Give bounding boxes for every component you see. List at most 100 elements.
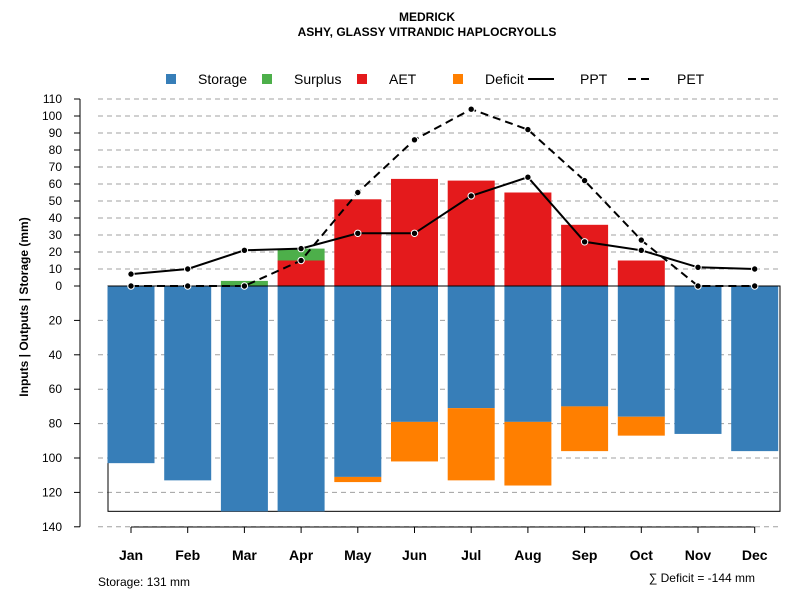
pet-line-point bbox=[240, 282, 249, 290]
pet-line-point bbox=[467, 105, 475, 113]
surplus-bar bbox=[277, 248, 325, 261]
chart-subtitle: ASHY, GLASSY VITRANDIC HAPLOCRYOLLS bbox=[298, 25, 557, 39]
y-tick-label: 50 bbox=[49, 194, 63, 208]
storage-bar bbox=[617, 286, 665, 417]
x-tick-label: Apr bbox=[289, 547, 314, 563]
storage-bar bbox=[164, 286, 212, 481]
y-tick-label: 90 bbox=[49, 126, 63, 140]
pet-line-point bbox=[127, 282, 135, 290]
legend-label: Deficit bbox=[485, 71, 524, 87]
chart-title: MEDRICK bbox=[399, 10, 455, 24]
y-tick-label: 120 bbox=[42, 485, 62, 499]
legend: Storage Surplus AET Deficit PPT PET bbox=[166, 71, 705, 87]
legend-swatch bbox=[453, 74, 463, 84]
y-tick-label: 80 bbox=[49, 143, 63, 157]
ppt-line-point bbox=[184, 265, 192, 273]
legend-swatch bbox=[357, 74, 367, 84]
aet-bar bbox=[504, 192, 552, 286]
ppt-line-point bbox=[524, 173, 532, 181]
y-axis-label: Inputs | Outputs | Storage (mm) bbox=[17, 217, 31, 396]
storage-bar bbox=[731, 286, 779, 452]
ppt-line bbox=[130, 176, 755, 276]
storage-bar bbox=[334, 286, 382, 477]
deficit-bar bbox=[504, 421, 552, 486]
y-tick-label: 60 bbox=[49, 177, 63, 191]
axes: 0 10 20 30 40 50 60 70 80 90 100 110 20 40 60 80 100 120 1… bbox=[42, 92, 768, 563]
pet-line-point bbox=[297, 256, 305, 265]
y-tick-label: 30 bbox=[49, 228, 63, 242]
y-tick-label: 140 bbox=[42, 520, 62, 534]
pet-line-point bbox=[184, 282, 192, 290]
legend-label: Storage bbox=[198, 71, 247, 87]
x-tick-label: Sep bbox=[572, 547, 598, 563]
x-tick-label: Dec bbox=[742, 547, 768, 563]
series-lines bbox=[127, 105, 759, 290]
pet-line-point bbox=[637, 236, 645, 244]
y-tick-label: 40 bbox=[49, 348, 63, 362]
storage-bar bbox=[674, 286, 722, 434]
x-tick-label: Feb bbox=[175, 547, 200, 563]
x-tick-label: Nov bbox=[685, 547, 712, 563]
pet-line-point bbox=[410, 136, 419, 144]
pet-line-point bbox=[354, 188, 362, 197]
pet-line-point bbox=[580, 176, 589, 185]
deficit-bar bbox=[561, 406, 609, 452]
aet-bar bbox=[561, 224, 609, 286]
legend-label: PET bbox=[677, 71, 705, 87]
ppt-line-point bbox=[240, 246, 249, 255]
storage-bar bbox=[220, 286, 268, 512]
bars bbox=[107, 178, 781, 512]
aet-bar bbox=[617, 260, 665, 286]
storage-bar bbox=[391, 286, 438, 422]
pet-line-point bbox=[524, 125, 532, 134]
ppt-line-point bbox=[694, 263, 702, 271]
aet-bar bbox=[334, 199, 382, 286]
storage-bar bbox=[107, 286, 155, 464]
y-tick-label: 20 bbox=[49, 245, 63, 259]
storage-bar bbox=[277, 286, 325, 512]
pet-line bbox=[131, 108, 755, 287]
storage-bar bbox=[561, 286, 609, 407]
y-tick-label: 10 bbox=[49, 262, 63, 276]
ppt-line-point bbox=[127, 270, 135, 278]
y-tick-label: 100 bbox=[42, 109, 62, 123]
y-tick-label: 70 bbox=[49, 160, 63, 174]
deficit-bar bbox=[617, 416, 665, 436]
pet-line-point bbox=[751, 282, 759, 290]
x-tick-label: Mar bbox=[232, 547, 257, 563]
y-tick-label: 20 bbox=[49, 313, 63, 327]
ppt-line-point bbox=[580, 238, 589, 246]
pet-line-point bbox=[694, 282, 702, 290]
x-tick-label: May bbox=[344, 547, 371, 563]
deficit-bar bbox=[334, 476, 382, 483]
ppt-line-point bbox=[637, 246, 645, 255]
deficit-bar bbox=[447, 408, 495, 481]
ppt-line-point bbox=[410, 229, 419, 238]
y-tick-label: 110 bbox=[43, 92, 62, 106]
storage-bar bbox=[504, 286, 552, 422]
ppt-line-point bbox=[467, 192, 475, 200]
legend-swatch bbox=[262, 74, 272, 84]
y-tick-label: 0 bbox=[55, 279, 62, 293]
x-tick-label: Jan bbox=[119, 547, 143, 563]
ppt-line-point bbox=[354, 229, 362, 238]
y-tick-label: 60 bbox=[49, 382, 63, 396]
x-tick-label: Jul bbox=[461, 547, 481, 563]
legend-label: Surplus bbox=[294, 71, 341, 87]
ppt-line-point bbox=[751, 265, 759, 273]
grid-lines bbox=[98, 98, 780, 528]
y-tick-label: 80 bbox=[49, 417, 63, 431]
y-tick-label: 100 bbox=[42, 451, 62, 465]
legend-label: AET bbox=[389, 71, 417, 87]
storage-bar bbox=[447, 286, 495, 409]
ppt-line-point bbox=[297, 244, 305, 253]
deficit-bar bbox=[391, 421, 438, 462]
x-tick-label: Jun bbox=[402, 547, 427, 563]
legend-swatch bbox=[166, 74, 176, 84]
x-tick-label: Oct bbox=[630, 547, 654, 563]
y-tick-label: 40 bbox=[49, 211, 63, 225]
x-tick-label: Aug bbox=[514, 547, 541, 563]
aet-bar bbox=[277, 260, 325, 286]
storage-footer: Storage: 131 mm bbox=[98, 575, 190, 589]
legend-label: PPT bbox=[580, 71, 608, 87]
